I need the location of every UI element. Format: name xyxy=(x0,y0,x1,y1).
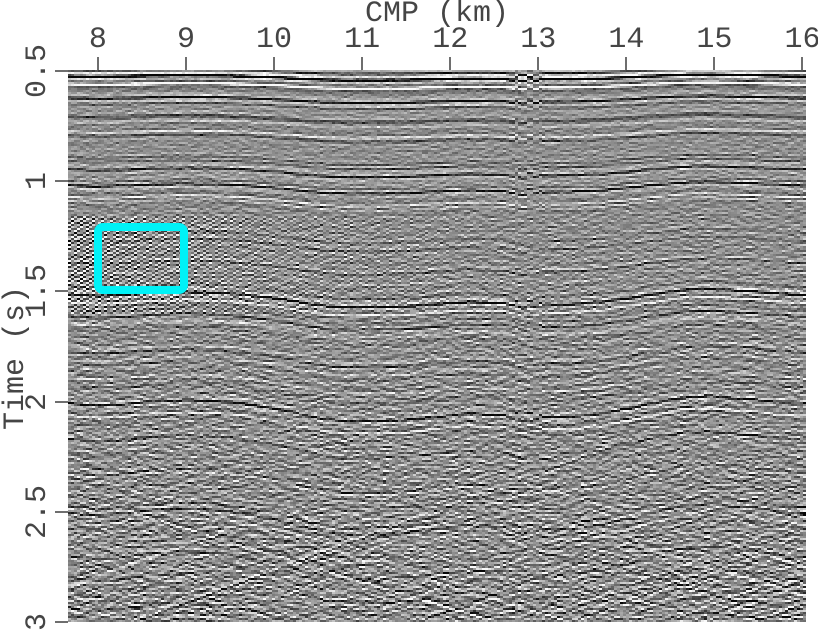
x-tick-mark xyxy=(185,57,187,70)
y-tick-label: 1 xyxy=(21,172,55,191)
x-tick-label: 16 xyxy=(784,23,818,57)
x-tick-label: 9 xyxy=(176,23,196,57)
seismic-image xyxy=(68,70,806,622)
x-tick-mark xyxy=(801,57,804,70)
y-tick-label: 2.5 xyxy=(21,484,55,539)
x-tick-mark xyxy=(361,57,364,70)
x-tick-mark xyxy=(713,57,716,70)
y-tick-mark xyxy=(55,180,68,183)
highlight-rectangle xyxy=(93,223,188,294)
x-tick-mark xyxy=(96,57,99,70)
x-tick-label: 15 xyxy=(696,23,733,57)
y-tick-mark xyxy=(55,621,68,623)
x-tick-label: 13 xyxy=(520,23,557,57)
y-tick-mark xyxy=(55,290,68,293)
x-axis-title: CMP (km) xyxy=(364,0,510,31)
y-tick-mark xyxy=(55,70,68,73)
x-tick-label: 8 xyxy=(88,23,107,57)
y-tick-mark xyxy=(55,400,68,403)
x-tick-mark xyxy=(273,57,276,70)
x-tick-label: 10 xyxy=(256,23,293,57)
y-tick-label: 2 xyxy=(21,392,55,411)
y-tick-label: 1.5 xyxy=(21,264,55,319)
x-tick-label: 12 xyxy=(432,23,469,57)
x-tick-label: 14 xyxy=(608,23,645,57)
x-tick-mark xyxy=(449,57,452,70)
y-tick-label: 0.5 xyxy=(21,44,55,99)
y-tick-mark xyxy=(55,510,68,513)
x-tick-label: 11 xyxy=(344,23,381,57)
x-tick-mark xyxy=(537,57,540,70)
y-tick-label: 3 xyxy=(21,612,55,630)
x-tick-mark xyxy=(625,57,628,70)
